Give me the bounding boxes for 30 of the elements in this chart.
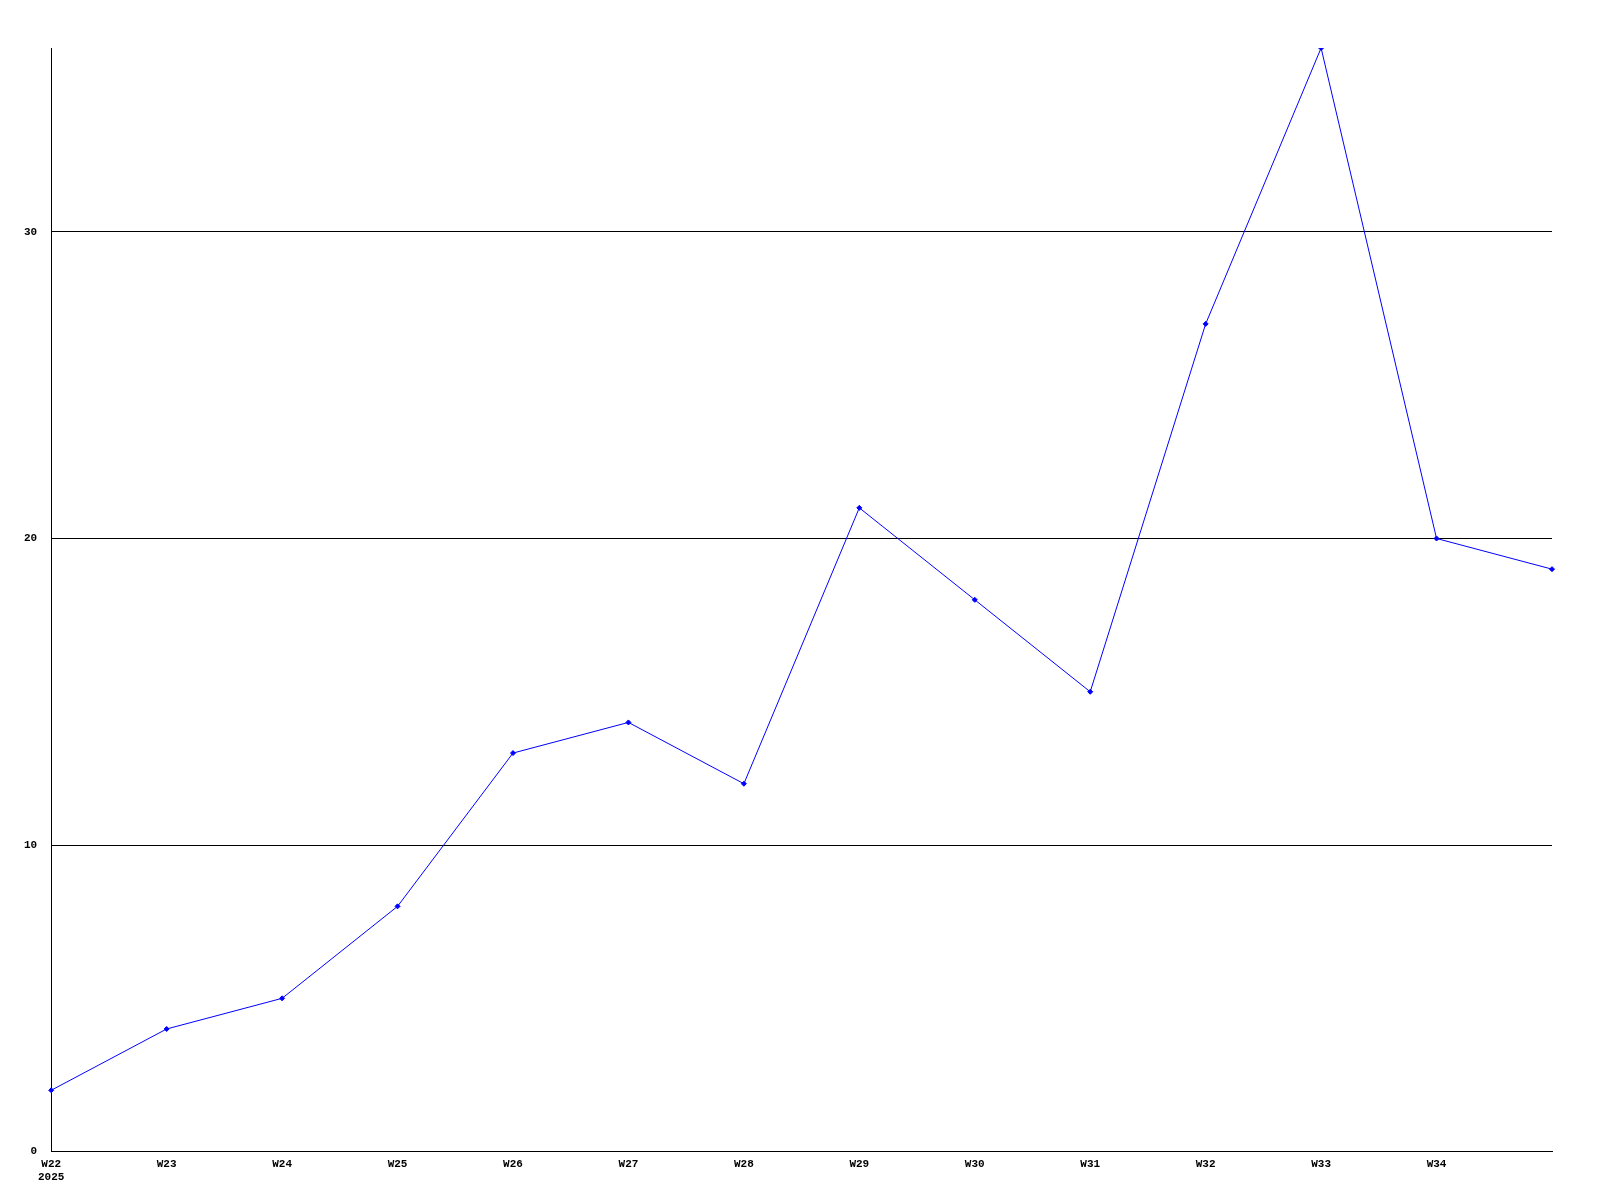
point	[1202, 320, 1209, 327]
x-tick-label: W26	[503, 1157, 523, 1170]
x-tick-label: W31	[1080, 1157, 1101, 1170]
x-tick-label: W24	[272, 1157, 293, 1170]
x-tick-label: W28	[733, 1157, 755, 1170]
x-tick-label: W22 2025	[38, 1157, 65, 1184]
point	[856, 504, 863, 511]
point	[279, 995, 286, 1002]
point	[509, 750, 516, 757]
point	[163, 1025, 170, 1032]
point	[1087, 688, 1094, 695]
x-tick-label: W33	[1311, 1157, 1332, 1170]
point	[625, 719, 632, 726]
point	[971, 596, 978, 603]
x-tick-label: W30	[964, 1157, 985, 1170]
point	[740, 780, 747, 787]
x-tick-label: W32	[1195, 1157, 1216, 1170]
y-tick-label: 10	[24, 838, 38, 851]
y-tick-label: 20	[24, 532, 38, 545]
point	[394, 903, 401, 910]
x-tick-label: W25	[387, 1157, 408, 1170]
x-tick-label: W29	[849, 1157, 870, 1170]
point	[1433, 535, 1440, 542]
y-tick-label: 0	[30, 1145, 38, 1158]
x-tick-label: W27	[618, 1157, 639, 1170]
point	[1549, 566, 1555, 573]
x-tick-label: W23	[156, 1157, 177, 1170]
y-tick-label: 30	[24, 225, 38, 238]
x-tick-label: W34	[1426, 1157, 1447, 1170]
point	[48, 1087, 55, 1094]
